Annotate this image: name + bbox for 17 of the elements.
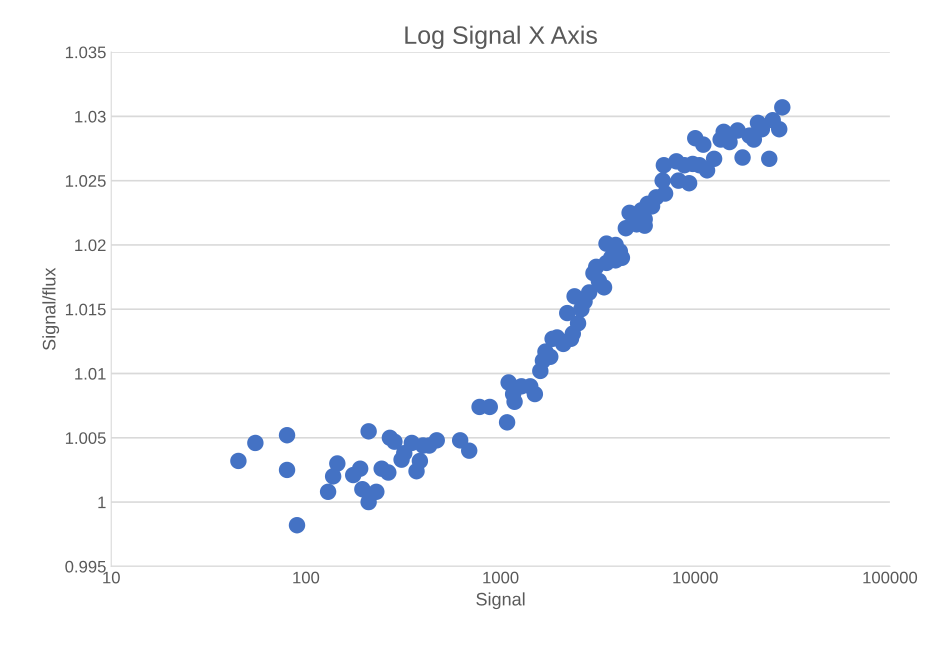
- y-tick-label: 1: [98, 496, 106, 508]
- y-tick-label: 1.03: [75, 110, 106, 123]
- x-tick-label: 100: [293, 572, 320, 584]
- x-tick-label: 10: [103, 572, 120, 584]
- chart-title: Log Signal X Axis: [405, 26, 597, 49]
- y-tick-label: 1.025: [66, 175, 106, 187]
- x-tick-label: 100000: [863, 572, 918, 584]
- x-tick-label: 10000: [673, 572, 718, 584]
- y-tick-label: 0.995: [65, 560, 106, 573]
- x-tick-label: 1000: [483, 572, 518, 584]
- y-tick-label: 1.015: [66, 304, 106, 316]
- y-tick-label: 1.02: [75, 239, 106, 252]
- y-tick-label: 1.01: [75, 368, 106, 380]
- y-axis-title: Signal/flux: [42, 268, 60, 350]
- y-tick-label: 1.005: [66, 432, 106, 444]
- y-tick-label: 1.035: [66, 46, 106, 58]
- x-axis-title: Signal: [476, 592, 524, 610]
